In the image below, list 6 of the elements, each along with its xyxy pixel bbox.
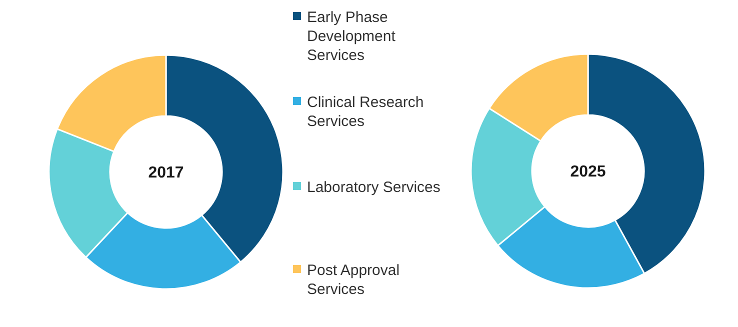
text: 2017 [148, 164, 184, 182]
legend-label: Laboratory Services [307, 179, 440, 196]
legend-label: Post Approval Services [307, 262, 400, 298]
text: 2025 [570, 164, 606, 181]
legend-label: Clinical Research Services [307, 94, 424, 130]
legend-label: Early Phase Development Services [307, 9, 396, 64]
